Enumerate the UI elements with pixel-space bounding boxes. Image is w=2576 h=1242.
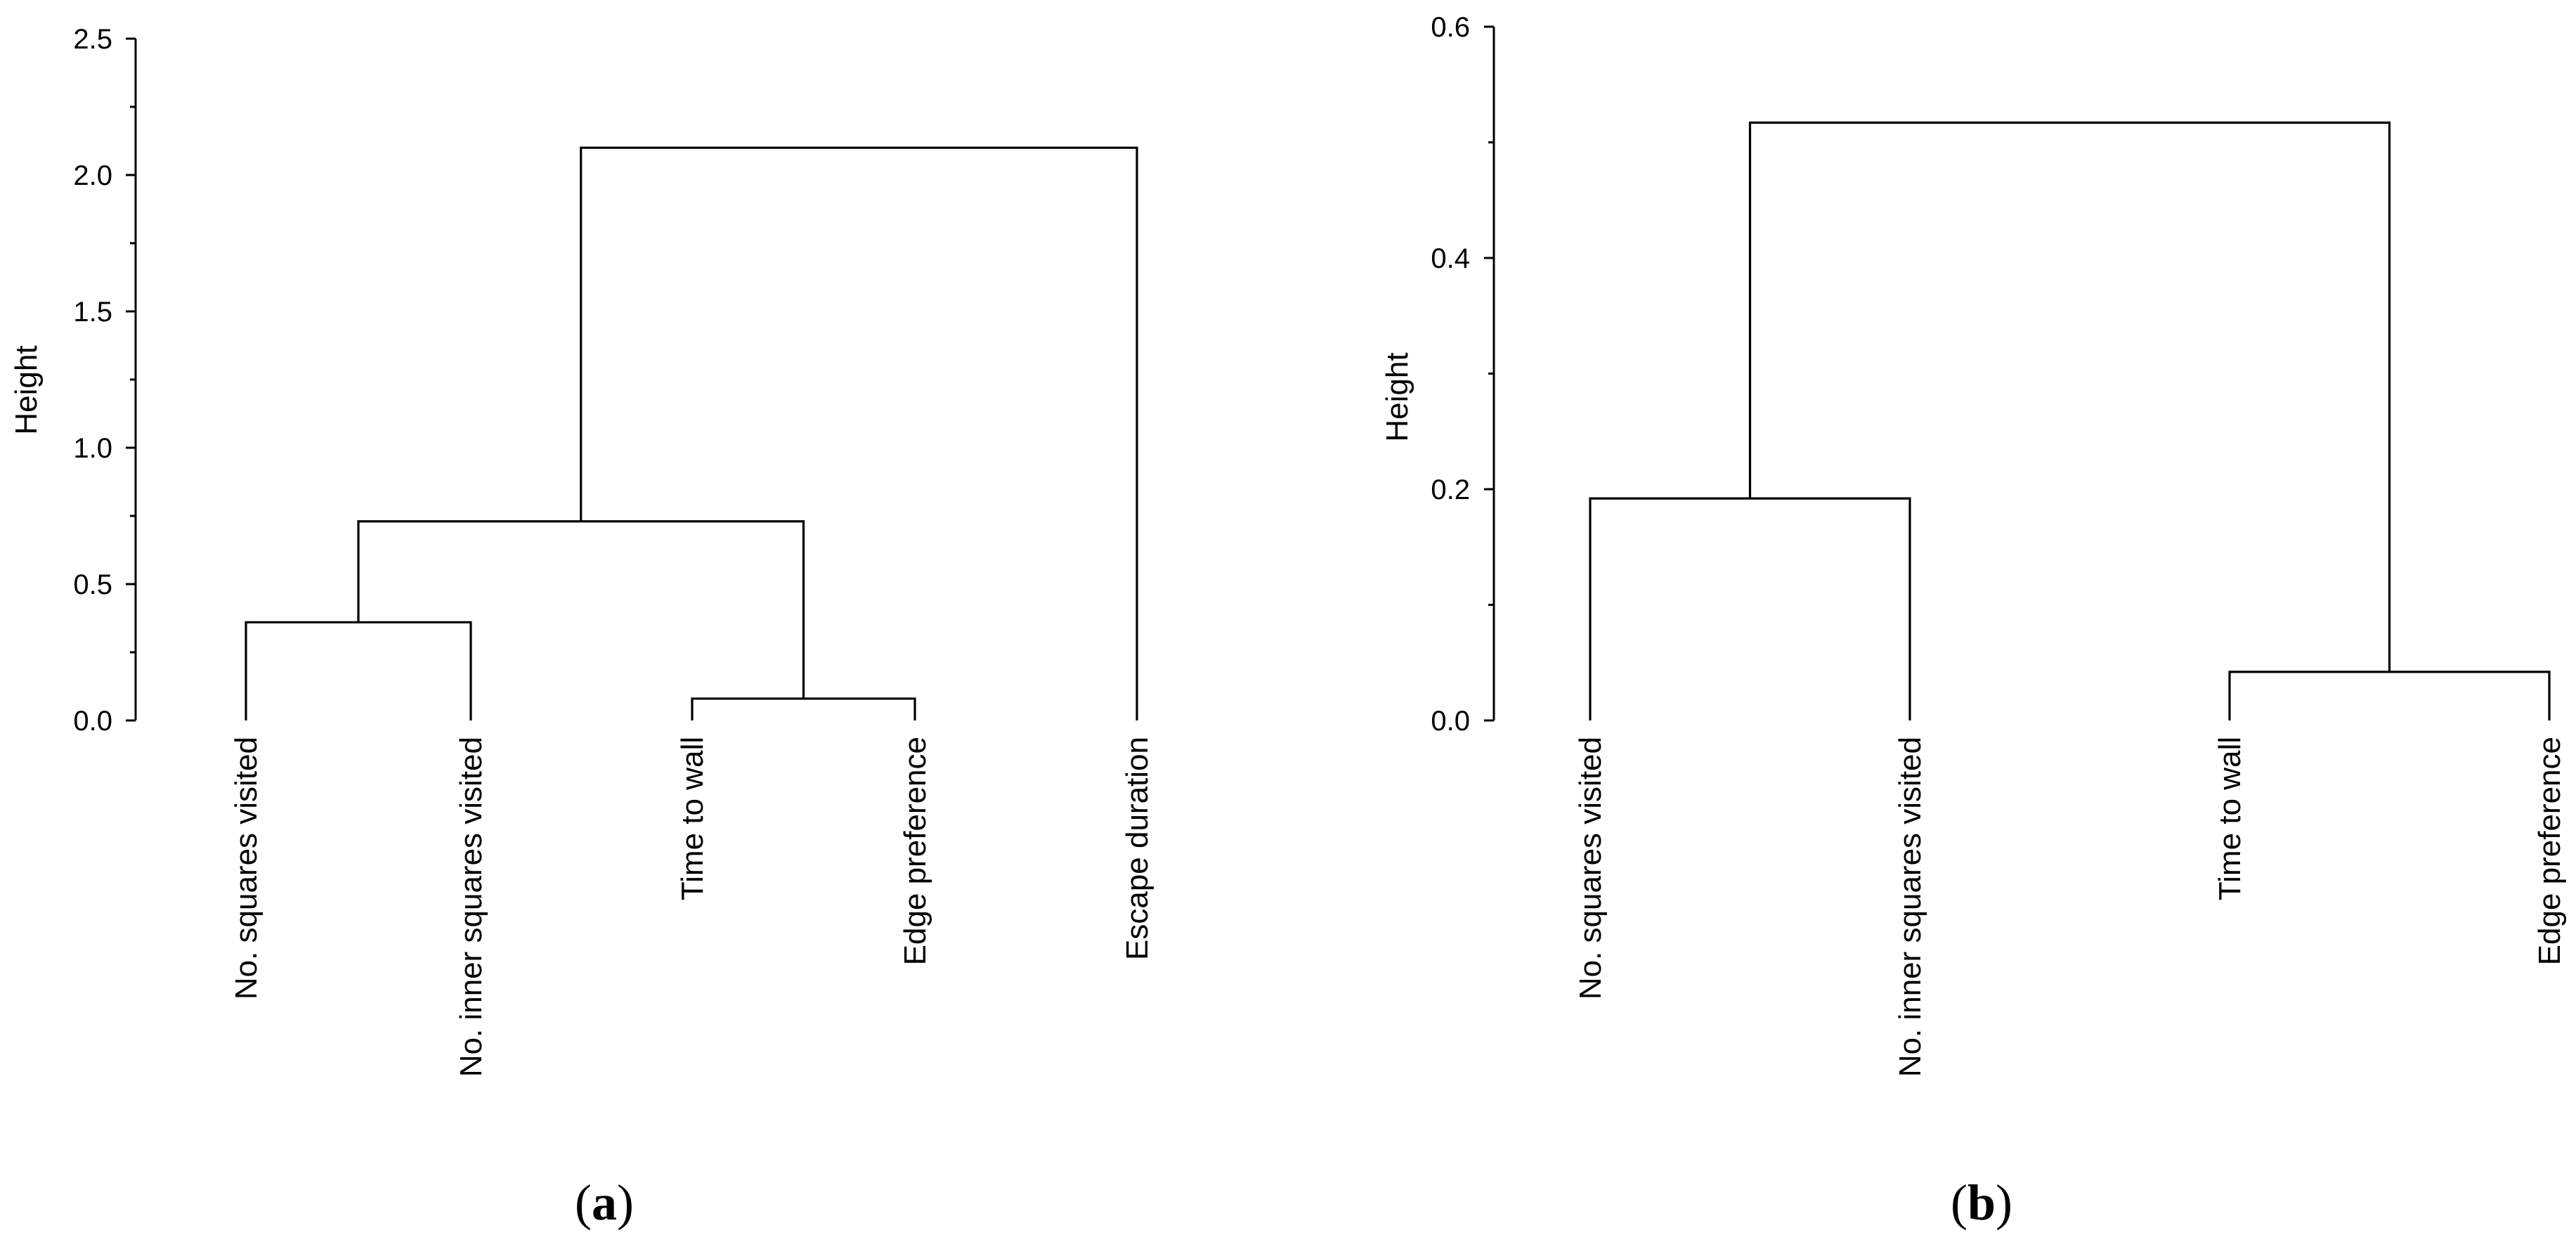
- panel-b: 0.0 0.2 0.4 0.6 Height No. squares visited No.…: [1380, 12, 2567, 1231]
- leaf-label: No. inner squares visited: [454, 737, 488, 1077]
- leaf-label: Time to wall: [675, 737, 710, 900]
- dendrogram-branch: [1748, 121, 2391, 672]
- leaf-label: Edge preference: [898, 737, 932, 965]
- dendrogram-branch: [357, 520, 805, 699]
- dendrogram-branch: [245, 621, 472, 720]
- dendrogram-branch: [1589, 497, 1911, 720]
- y-tick-label: 2.0: [73, 160, 112, 191]
- dendrogram-branch: [2228, 671, 2551, 720]
- y-tick-label: 0.4: [1431, 243, 1470, 274]
- y-tick-label: 0.6: [1431, 12, 1470, 43]
- leaf-label: Time to wall: [2213, 737, 2247, 900]
- y-tick-label: 0.5: [73, 569, 112, 600]
- y-tick-label: 0.0: [73, 706, 112, 737]
- leaf-label: No. squares visited: [229, 737, 264, 1000]
- panel-label: (b): [1951, 1175, 2012, 1231]
- leaf-label: No. squares visited: [1573, 737, 1608, 1000]
- leaf-label: Edge preference: [2532, 737, 2567, 965]
- y-tick-label: 1.5: [73, 297, 112, 328]
- y-tick-label: 0.2: [1431, 474, 1470, 505]
- y-tick-label: 0.0: [1431, 706, 1470, 737]
- y-tick-label: 2.5: [73, 24, 112, 55]
- panel-a: 0.0 0.5 1.0 1.5 2.0 2.5 Height No. squares visi…: [9, 24, 1154, 1231]
- dendrogram-branch: [580, 146, 1138, 720]
- y-axis-title: Height: [9, 345, 44, 434]
- y-tick-label: 1.0: [73, 433, 112, 464]
- leaf-label: Escape duration: [1120, 737, 1154, 960]
- y-axis-title: Height: [1380, 352, 1414, 441]
- panel-label: (a): [575, 1175, 634, 1231]
- dendrogram-branch: [691, 697, 916, 720]
- leaf-label: No. inner squares visited: [1893, 737, 1927, 1077]
